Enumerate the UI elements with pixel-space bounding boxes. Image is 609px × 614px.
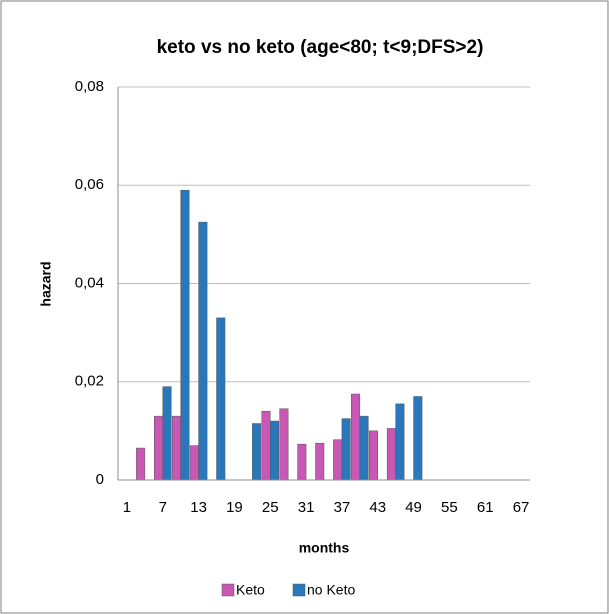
y-tick-label: 0,02 xyxy=(75,373,104,390)
bar xyxy=(351,393,361,481)
legend-marker xyxy=(221,583,235,597)
bar xyxy=(333,439,343,481)
bar xyxy=(368,430,378,481)
x-tick-label: 25 xyxy=(262,499,279,516)
x-tick-label: 49 xyxy=(405,499,422,516)
x-tick-label: 61 xyxy=(477,499,494,516)
bar xyxy=(297,443,307,481)
x-tick-label: 37 xyxy=(334,499,351,516)
y-axis-title: hazard xyxy=(38,261,54,306)
y-tick-label: 0,08 xyxy=(75,78,104,95)
x-tick-label: 19 xyxy=(226,499,243,516)
bar xyxy=(359,415,369,481)
bar xyxy=(413,396,423,481)
x-tick-label: 67 xyxy=(513,499,530,516)
y-tick-label: 0,06 xyxy=(75,176,104,193)
bar xyxy=(261,410,271,481)
x-tick-label: 31 xyxy=(298,499,315,516)
bar xyxy=(341,418,351,481)
bar xyxy=(395,403,405,481)
bar xyxy=(386,428,396,481)
bar xyxy=(136,447,146,481)
x-tick-label: 13 xyxy=(190,499,207,516)
bar xyxy=(279,408,289,481)
bar xyxy=(180,189,190,481)
bar xyxy=(315,442,325,481)
bar xyxy=(252,423,262,481)
bar xyxy=(162,386,172,481)
bar xyxy=(189,445,199,481)
bar xyxy=(154,415,164,481)
x-tick-label: 1 xyxy=(123,499,131,516)
legend-marker xyxy=(292,583,306,597)
bar xyxy=(270,420,280,481)
bar xyxy=(216,317,226,481)
x-tick-label: 43 xyxy=(369,499,386,516)
legend-label: no Keto xyxy=(307,582,355,598)
x-axis-title: months xyxy=(299,540,350,556)
y-tick-label: 0,04 xyxy=(75,274,104,291)
bar xyxy=(171,415,181,481)
bar xyxy=(198,221,208,481)
x-tick-label: 7 xyxy=(159,499,167,516)
y-tick-label: 0 xyxy=(96,471,104,488)
chart-title: keto vs no keto (age<80; t<9;DFS>2) xyxy=(157,37,484,58)
legend-label: Keto xyxy=(236,582,265,598)
x-tick-label: 55 xyxy=(441,499,458,516)
